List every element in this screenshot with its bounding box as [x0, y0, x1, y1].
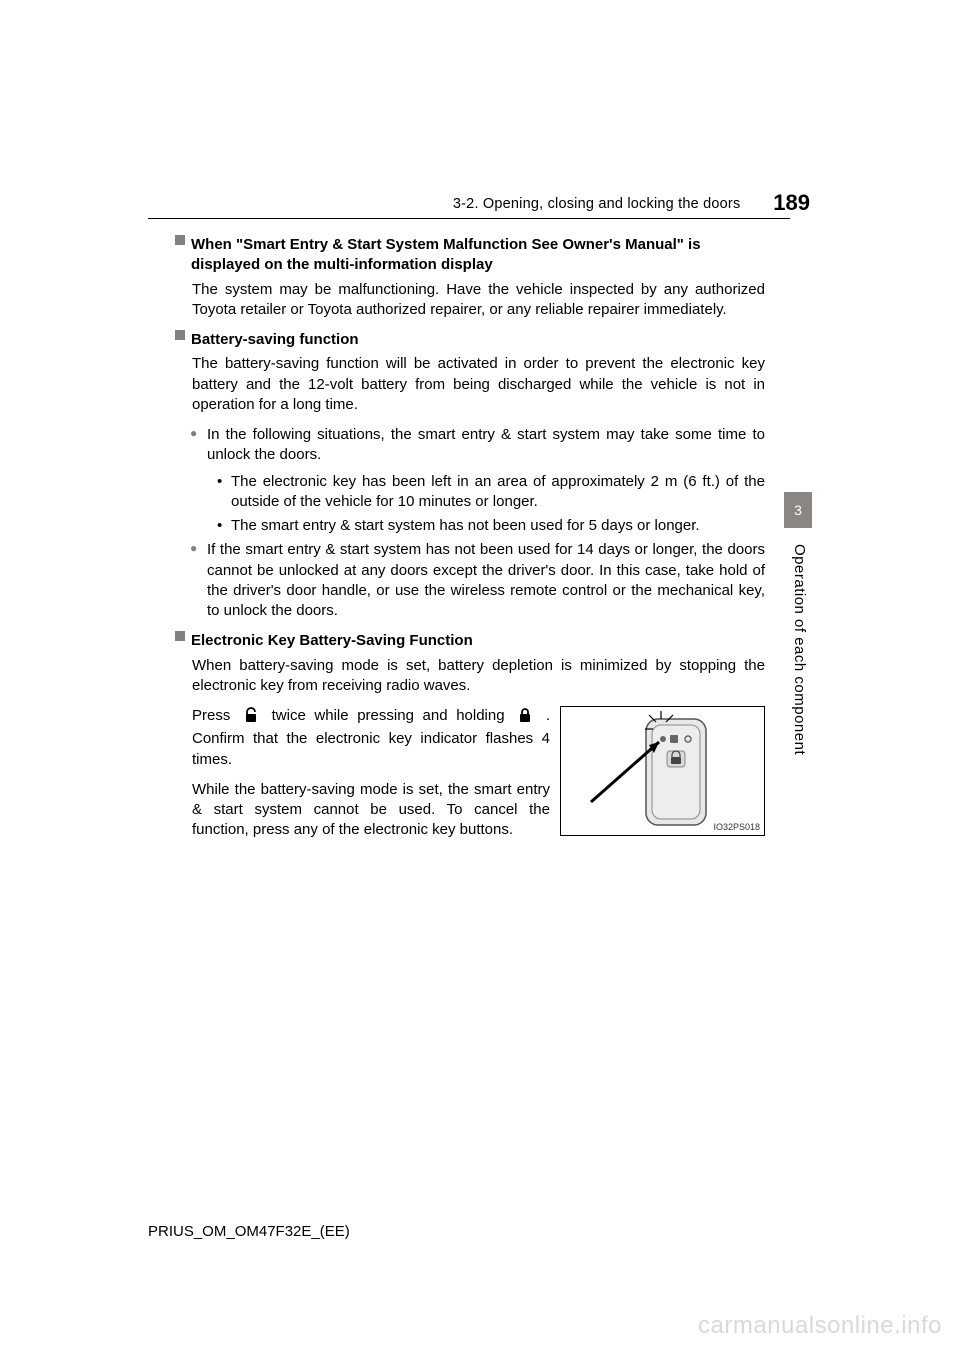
section-ekey-saving: Electronic Key Battery-Saving Function W… — [175, 631, 765, 850]
lock-icon — [517, 707, 533, 729]
watermark: carmanualsonline.info — [698, 1312, 942, 1340]
twice-phrase: twice while pressing and holding — [272, 707, 514, 724]
unlock-icon — [243, 707, 259, 729]
footer-code: PRIUS_OM_OM47F32E_(EE) — [148, 1223, 350, 1240]
page-number: 189 — [773, 190, 810, 216]
header-rule — [148, 218, 790, 219]
figure-label: IO32PS018 — [713, 821, 760, 833]
heading-ekey-saving: Electronic Key Battery-Saving Function — [175, 631, 765, 651]
instruction-note: While the battery-saving mode is set, th… — [192, 780, 550, 841]
circle-item-text: In the following situations, the smart e… — [207, 426, 765, 463]
heading-text: When "Smart Entry & Start System Malfunc… — [191, 235, 765, 276]
key-fob-figure: IO32PS018 — [560, 706, 765, 836]
section-title-text: 3-2. Opening, closing and locking the do… — [453, 196, 741, 212]
body-battery-saving: The battery-saving function will be acti… — [192, 354, 765, 415]
section-header: 3-2. Opening, closing and locking the do… — [148, 196, 790, 212]
chapter-tab: 3 — [784, 492, 812, 528]
chapter-label: Operation of each component — [791, 544, 808, 804]
key-figure-container: IO32PS018 — [560, 706, 765, 851]
heading-malfunction: When "Smart Entry & Start System Malfunc… — [175, 235, 765, 276]
press-word: Press — [192, 707, 239, 724]
heading-battery-saving: Battery-saving function — [175, 330, 765, 350]
section-malfunction: When "Smart Entry & Start System Malfunc… — [175, 235, 765, 320]
chapter-number: 3 — [794, 502, 802, 518]
circle-item-14-days: If the smart entry & start system has no… — [192, 540, 765, 621]
square-bullet-icon — [175, 631, 185, 641]
dot-item-5-days: The smart entry & start system has not b… — [217, 516, 765, 536]
page-content: When "Smart Entry & Start System Malfunc… — [175, 235, 765, 861]
heading-text: Electronic Key Battery-Saving Function — [191, 631, 765, 651]
square-bullet-icon — [175, 235, 185, 245]
circle-item-text: If the smart entry & start system has no… — [207, 541, 765, 619]
heading-text: Battery-saving function — [191, 330, 765, 350]
square-bullet-icon — [175, 330, 185, 340]
dot-item-left-key: The electronic key has been left in an a… — [217, 472, 765, 513]
circle-item-situations: In the following situations, the smart e… — [192, 425, 765, 466]
section-battery-saving: Battery-saving function The battery-savi… — [175, 330, 765, 621]
instruction-text: Press twice while pressing and holding — [192, 706, 550, 851]
instruction-row: Press twice while pressing and holding — [192, 706, 765, 851]
body-malfunction: The system may be malfunctioning. Have t… — [192, 280, 765, 321]
body-ekey-saving: When battery-saving mode is set, battery… — [192, 656, 765, 697]
